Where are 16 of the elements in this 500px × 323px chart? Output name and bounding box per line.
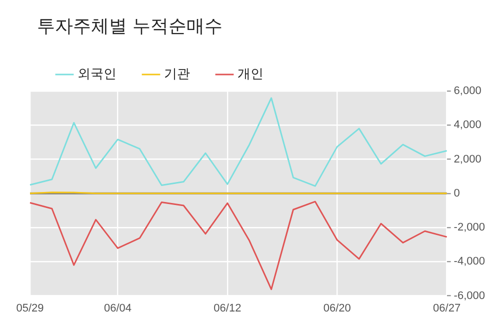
y-tick-label: -2,000 (454, 222, 486, 234)
x-tick-label: 06/20 (323, 302, 351, 314)
y-tick-label: -4,000 (454, 256, 486, 268)
x-tick-label: 06/04 (104, 302, 132, 314)
legend-label: 개인 (238, 66, 264, 82)
y-tick-label: 6,000 (454, 85, 482, 98)
y-tick-label: 0 (454, 187, 460, 200)
y-tick-label: 4,000 (454, 119, 482, 132)
legend-label: 기관 (164, 66, 190, 82)
y-tick-label: 2,000 (454, 153, 482, 166)
chart-title: 투자주체별 누적순매수 (37, 15, 223, 38)
y-tick-label: -6,000 (454, 290, 486, 302)
x-tick-label: 05/29 (16, 302, 44, 314)
legend-label: 외국인 (78, 66, 116, 82)
x-tick-label: 06/12 (214, 302, 242, 314)
x-tick-label: 06/27 (433, 302, 461, 314)
